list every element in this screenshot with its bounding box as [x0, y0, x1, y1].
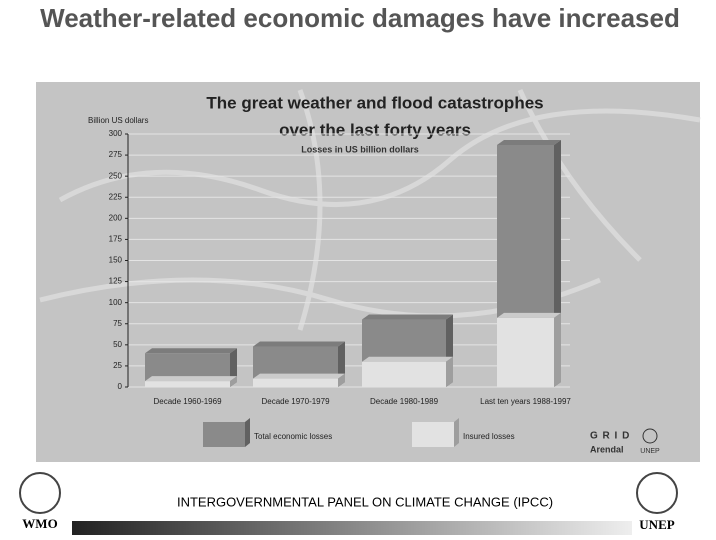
legend-swatch — [412, 422, 454, 447]
legend-swatch-side — [454, 418, 459, 447]
bar — [497, 317, 554, 387]
legend-label: Insured losses — [463, 432, 515, 441]
slide-title: Weather-related economic damages have in… — [40, 3, 680, 33]
y-tick-label: 150 — [109, 256, 123, 265]
bar-top — [253, 373, 345, 379]
unep-small-icon — [642, 428, 658, 444]
legend-label: Total economic losses — [254, 432, 332, 441]
y-axis-label: Billion US dollars — [88, 116, 148, 125]
legend-swatch — [203, 422, 245, 447]
legend-swatch-side — [245, 418, 250, 447]
wmo-logo: WMO — [22, 516, 57, 531]
bar-top — [253, 341, 345, 347]
y-tick-label: 225 — [109, 192, 123, 201]
y-tick-label: 250 — [109, 171, 123, 180]
bar — [253, 378, 338, 387]
bar — [145, 381, 230, 387]
x-tick-label: Decade 1980-1989 — [370, 397, 439, 406]
bar-side — [554, 312, 561, 387]
bar-top — [145, 376, 237, 382]
grid-logo: G R I D — [590, 431, 630, 442]
x-tick-label: Decade 1970-1979 — [261, 397, 330, 406]
chart-title: The great weather and flood catastrophes — [206, 93, 543, 112]
bar — [362, 361, 446, 387]
arendal-logo: Arendal — [590, 444, 624, 454]
footer-bar — [72, 521, 632, 535]
y-tick-label: 300 — [109, 129, 123, 138]
x-tick-label: Decade 1960-1969 — [153, 397, 222, 406]
y-tick-label: 0 — [118, 382, 123, 391]
unep-logo: UNEP — [639, 517, 674, 532]
bar-top — [362, 314, 453, 320]
y-tick-label: 175 — [109, 235, 123, 244]
y-tick-label: 200 — [109, 213, 123, 222]
y-tick-label: 50 — [113, 340, 122, 349]
bar-side — [230, 376, 237, 387]
background-decoration — [39, 88, 701, 331]
wmo-emblem — [19, 472, 61, 514]
unep-emblem — [636, 472, 678, 514]
footer-text: INTERGOVERNMENTAL PANEL ON CLIMATE CHANG… — [177, 494, 553, 509]
bar-top — [497, 312, 561, 318]
bar-side — [338, 373, 345, 387]
bar-top — [497, 139, 561, 145]
chart-title: over the last forty years — [279, 120, 471, 139]
y-tick-label: 25 — [113, 361, 122, 370]
y-tick-label: 75 — [113, 319, 122, 328]
y-tick-label: 125 — [109, 277, 123, 286]
y-tick-label: 100 — [109, 298, 123, 307]
chart-panel — [36, 82, 700, 462]
bar-side — [446, 356, 453, 387]
bar-top — [145, 348, 237, 354]
x-tick-label: Last ten years 1988-1997 — [480, 397, 571, 406]
chart-subtitle: Losses in US billion dollars — [301, 144, 419, 154]
bar-top — [362, 356, 453, 362]
unep-small-logo: UNEP — [640, 448, 660, 455]
y-tick-label: 275 — [109, 150, 123, 159]
